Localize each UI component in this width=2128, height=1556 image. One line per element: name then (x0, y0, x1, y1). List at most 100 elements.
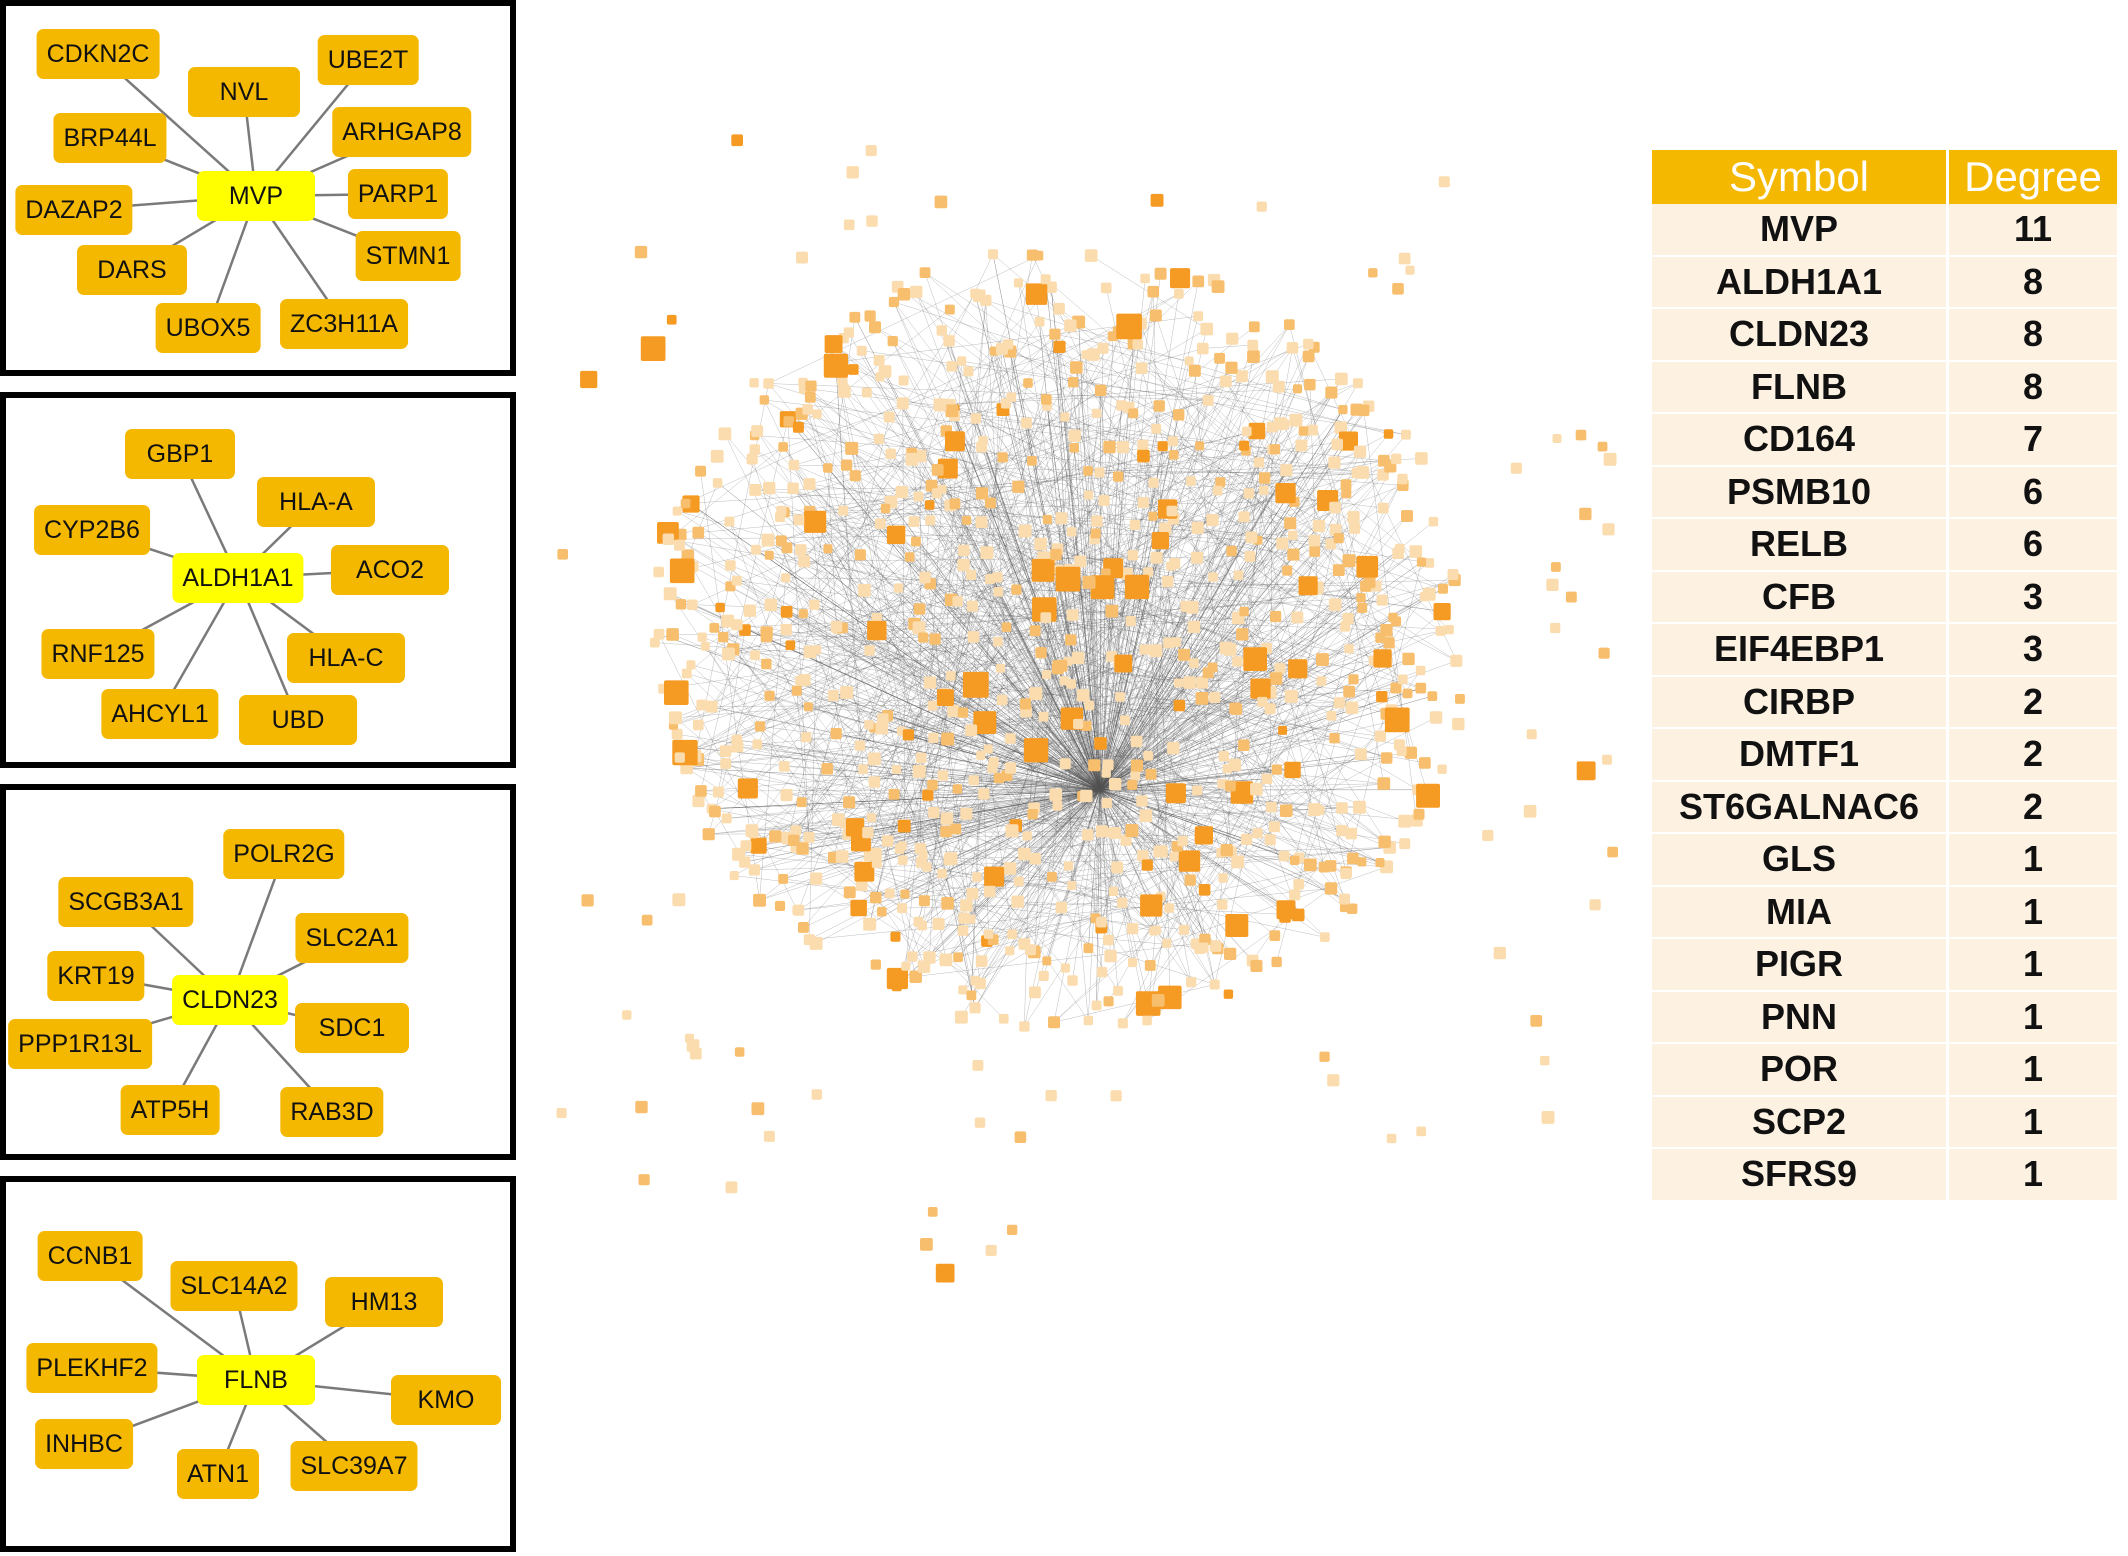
neighbor-node: BRP44L (53, 113, 167, 163)
table-cell-symbol: CD164 (1652, 413, 1949, 467)
table-cell-degree: 1 (1947, 1043, 2120, 1097)
degree-table: Symbol Degree MVP 11 ALDH1A1 8 CLDN23 8 FLNB 8 C… (1652, 150, 2120, 1202)
neighbor-node: UBD (239, 695, 357, 745)
table-cell-symbol: CFB (1652, 570, 1949, 624)
neighbor-node: RNF125 (41, 629, 155, 679)
table-cell-degree: 11 (1947, 204, 2120, 257)
table-row: PNN 1 (1652, 990, 2120, 1044)
table-row: PIGR 1 (1652, 938, 2120, 992)
hub-node-aldh1a1: ALDH1A1 (172, 553, 304, 603)
neighbor-node: UBE2T (317, 35, 419, 85)
table-row: CLDN23 8 (1652, 308, 2120, 362)
neighbor-node: HM13 (325, 1277, 443, 1327)
table-cell-symbol: SFRS9 (1652, 1148, 1949, 1202)
table-row: SFRS9 1 (1652, 1148, 2120, 1202)
table-row: RELB 6 (1652, 518, 2120, 572)
table-header-degree: Degree (1947, 150, 2120, 204)
hub-node-mvp: MVP (197, 171, 315, 221)
neighbor-node: ACO2 (331, 545, 449, 595)
table-row: MVP 11 (1652, 204, 2120, 257)
table-cell-degree: 1 (1947, 1148, 2120, 1202)
table-cell-degree: 8 (1947, 308, 2120, 362)
neighbor-node: DARS (77, 245, 187, 295)
table-row: POR 1 (1652, 1043, 2120, 1097)
table-cell-symbol: GLS (1652, 833, 1949, 887)
table-cell-degree: 2 (1947, 675, 2120, 729)
table-row: ST6GALNAC6 2 (1652, 780, 2120, 834)
table-cell-degree: 1 (1947, 990, 2120, 1044)
table-row: MIA 1 (1652, 885, 2120, 939)
table-cell-symbol: ST6GALNAC6 (1652, 780, 1949, 834)
module-panel-aldh1a1: ALDH1A1 GBP1 HLA-A CYP2B6 ACO2 RNF125 HL… (0, 392, 516, 768)
table-cell-degree: 8 (1947, 360, 2120, 414)
table-cell-symbol: FLNB (1652, 360, 1949, 414)
hub-node-cldn23: CLDN23 (172, 975, 288, 1025)
table-row: PSMB10 6 (1652, 465, 2120, 519)
neighbor-node: PLEKHF2 (26, 1343, 158, 1393)
table-row: CIRBP 2 (1652, 675, 2120, 729)
neighbor-node: SDC1 (295, 1003, 409, 1053)
table-row: DMTF1 2 (1652, 728, 2120, 782)
neighbor-node: GBP1 (125, 429, 235, 479)
network-nodes (556, 134, 1618, 1283)
module-panel-mvp: MVP CDKN2C NVL UBE2T ARHGAP8 BRP44L PARP… (0, 0, 516, 376)
table-cell-degree: 1 (1947, 833, 2120, 887)
table-row: SCP2 1 (1652, 1095, 2120, 1149)
neighbor-node: HLA-C (287, 633, 405, 683)
neighbor-node: PARP1 (347, 169, 449, 219)
table-header-row: Symbol Degree (1652, 150, 2120, 204)
table-cell-symbol: POR (1652, 1043, 1949, 1097)
table-cell-symbol: MVP (1652, 204, 1949, 257)
neighbor-node: NVL (188, 67, 300, 117)
neighbor-node: RAB3D (280, 1087, 384, 1137)
module-panel-cldn23: CLDN23 POLR2G SCGB3A1 SLC2A1 KRT19 SDC1 … (0, 784, 516, 1160)
table-cell-degree: 2 (1947, 728, 2120, 782)
table-header-symbol: Symbol (1652, 150, 1949, 204)
neighbor-node: SLC14A2 (170, 1261, 298, 1311)
table-cell-degree: 7 (1947, 413, 2120, 467)
neighbor-node: CCNB1 (37, 1231, 143, 1281)
neighbor-node: UBOX5 (155, 303, 261, 353)
neighbor-node: DAZAP2 (15, 185, 133, 235)
neighbor-node: CYP2B6 (34, 505, 150, 555)
table-cell-degree: 6 (1947, 518, 2120, 572)
table-row: ALDH1A1 8 (1652, 255, 2120, 309)
hub-node-flnb: FLNB (197, 1355, 315, 1405)
table-cell-symbol: MIA (1652, 885, 1949, 939)
table-row: FLNB 8 (1652, 360, 2120, 414)
table-cell-degree: 1 (1947, 1095, 2120, 1149)
neighbor-node: SLC39A7 (290, 1441, 418, 1491)
table-cell-symbol: CLDN23 (1652, 308, 1949, 362)
table-body: MVP 11 ALDH1A1 8 CLDN23 8 FLNB 8 CD164 7 PSMB10 6 RE… (1652, 204, 2120, 1202)
table-cell-symbol: CIRBP (1652, 675, 1949, 729)
neighbor-node: HLA-A (257, 477, 375, 527)
table-cell-symbol: PIGR (1652, 938, 1949, 992)
table-cell-symbol: RELB (1652, 518, 1949, 572)
table-cell-symbol: ALDH1A1 (1652, 255, 1949, 309)
neighbor-node: INHBC (35, 1419, 133, 1469)
table-cell-symbol: DMTF1 (1652, 728, 1949, 782)
table-cell-symbol: EIF4EBP1 (1652, 623, 1949, 677)
ppi-network (556, 134, 1618, 1283)
table-cell-degree: 6 (1947, 465, 2120, 519)
neighbor-node: KRT19 (47, 951, 145, 1001)
table-cell-degree: 1 (1947, 885, 2120, 939)
table-cell-degree: 2 (1947, 780, 2120, 834)
table-cell-symbol: PNN (1652, 990, 1949, 1044)
neighbor-node: ATN1 (176, 1449, 260, 1499)
module-panel-flnb: FLNB CCNB1 SLC14A2 HM13 PLEKHF2 KMO INHB… (0, 1176, 516, 1552)
table-cell-degree: 1 (1947, 938, 2120, 992)
neighbor-node: ZC3H11A (280, 299, 408, 349)
neighbor-node: SLC2A1 (295, 913, 409, 963)
table-cell-symbol: PSMB10 (1652, 465, 1949, 519)
neighbor-node: ATP5H (120, 1085, 220, 1135)
table-cell-symbol: SCP2 (1652, 1095, 1949, 1149)
table-cell-degree: 3 (1947, 623, 2120, 677)
neighbor-node: SCGB3A1 (58, 877, 194, 927)
table-row: GLS 1 (1652, 833, 2120, 887)
neighbor-node: AHCYL1 (101, 689, 219, 739)
neighbor-node: STMN1 (355, 231, 461, 281)
neighbor-node: ARHGAP8 (332, 107, 472, 157)
table-row: EIF4EBP1 3 (1652, 623, 2120, 677)
neighbor-node: POLR2G (223, 829, 345, 879)
